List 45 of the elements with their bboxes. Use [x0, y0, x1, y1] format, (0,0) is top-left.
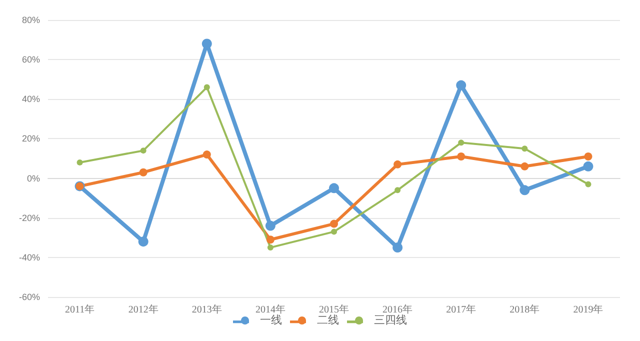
- y-tick-label: 0%: [26, 173, 40, 184]
- point: [202, 38, 212, 49]
- point: [139, 168, 148, 176]
- point: [266, 236, 274, 244]
- point: [265, 220, 276, 231]
- point: [585, 181, 592, 188]
- y-tick-label: -40%: [18, 252, 40, 262]
- point: [329, 183, 339, 194]
- point: [520, 162, 529, 170]
- x-tick-label: 2012年: [128, 304, 158, 316]
- x-tick-label: 2018年: [510, 304, 540, 316]
- x-tick-label: 2017年: [446, 304, 476, 316]
- point: [138, 236, 148, 247]
- x-tick-label: 2011年: [64, 304, 95, 316]
- x-tick-label: 2019年: [573, 304, 604, 316]
- point: [520, 185, 530, 196]
- point: [331, 228, 337, 235]
- point: [457, 152, 466, 161]
- x-tick-label: 2015年: [319, 304, 349, 316]
- point: [204, 84, 210, 90]
- point: [583, 161, 594, 172]
- legend-label: 三四线: [374, 314, 407, 326]
- point: [584, 152, 592, 161]
- legend-label: 二线: [317, 314, 339, 326]
- x-tick-label: 2014年: [255, 304, 286, 316]
- y-tick-label: 80%: [22, 15, 40, 25]
- y-tick-label: -20%: [18, 212, 40, 223]
- point: [394, 160, 402, 168]
- point: [394, 187, 401, 194]
- x-tick-label: 2013年: [192, 304, 222, 316]
- point: [458, 140, 464, 146]
- point: [456, 80, 466, 90]
- legend-label: 一线: [260, 314, 282, 326]
- point: [140, 148, 146, 154]
- point: [267, 244, 274, 251]
- point: [392, 242, 403, 253]
- point: [202, 150, 211, 159]
- point: [76, 159, 83, 166]
- y-tick-label: 60%: [22, 54, 40, 65]
- y-tick-label: -60%: [18, 292, 40, 302]
- x-tick-label: 2016年: [382, 304, 413, 316]
- point: [522, 146, 528, 152]
- point: [330, 220, 338, 228]
- y-tick-label: 40%: [22, 94, 40, 104]
- y-tick-label: 20%: [22, 134, 40, 144]
